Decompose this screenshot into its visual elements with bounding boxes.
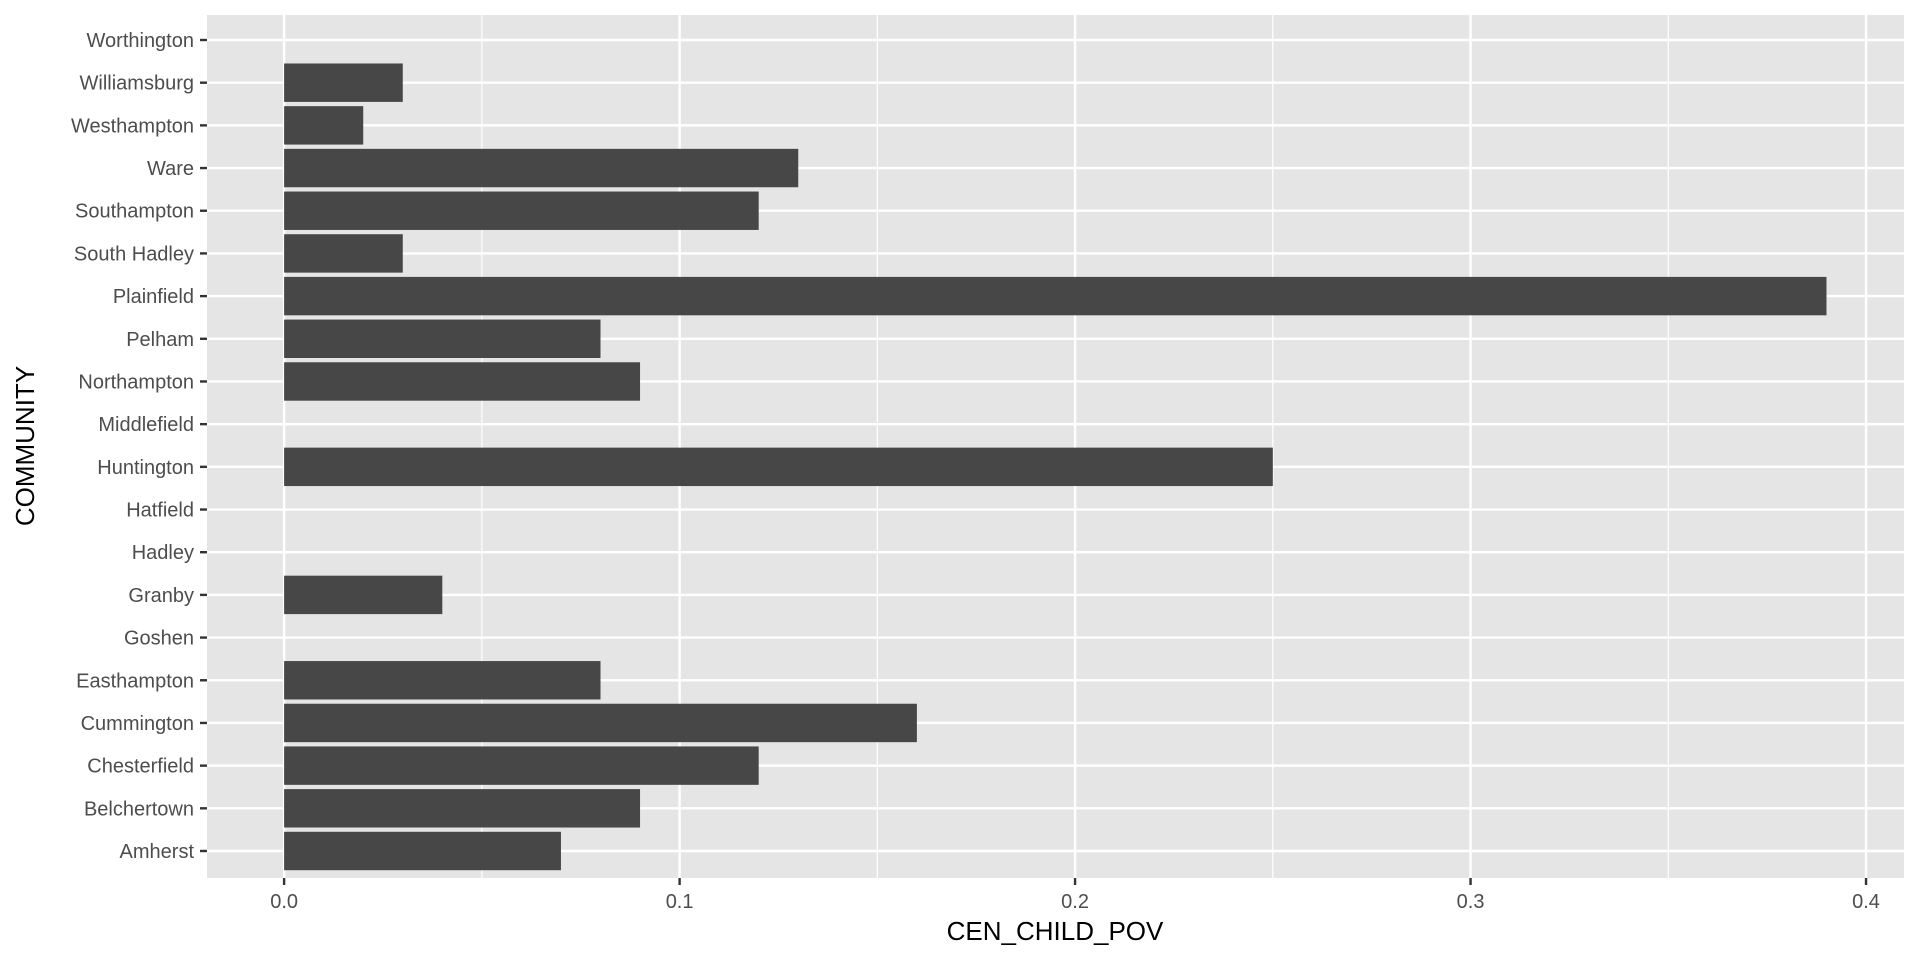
y-tick-label: Granby	[128, 585, 194, 607]
bar	[284, 831, 561, 871]
y-tick-label: Goshen	[124, 628, 194, 650]
y-tick-label: Southampton	[75, 201, 194, 223]
y-tick-label: Northampton	[78, 371, 194, 393]
x-axis-title: CEN_CHILD_POV	[947, 916, 1164, 946]
bar	[284, 276, 1827, 316]
y-axis-title: COMMUNITY	[10, 366, 40, 526]
bar	[284, 661, 601, 700]
bar	[284, 362, 641, 401]
bar	[284, 234, 403, 273]
y-tick-label: Huntington	[97, 457, 194, 479]
bar	[284, 319, 601, 358]
y-tick-label: Cummington	[81, 713, 194, 735]
x-tick-label: 0.3	[1457, 891, 1485, 913]
y-tick-label: Ware	[147, 158, 194, 180]
y-tick-label: Westhampton	[71, 115, 194, 137]
x-tick-label: 0.0	[270, 891, 298, 913]
y-tick-label: South Hadley	[74, 243, 194, 265]
y-tick-label: Middlefield	[98, 414, 194, 436]
y-tick-label: Hatfield	[126, 500, 194, 522]
bar	[284, 447, 1273, 487]
y-tick-label: Belchertown	[84, 798, 194, 820]
y-tick-label: Worthington	[87, 30, 194, 52]
bar	[284, 63, 403, 102]
bar	[284, 106, 364, 145]
bar	[284, 148, 799, 188]
y-tick-label: Amherst	[120, 841, 195, 863]
bar	[284, 575, 443, 615]
bar	[284, 789, 641, 828]
x-tick-label: 0.2	[1061, 891, 1089, 913]
y-tick-label: Easthampton	[76, 670, 194, 692]
bar	[284, 746, 759, 785]
y-tick-label: Plainfield	[113, 286, 194, 308]
y-tick-label: Hadley	[132, 542, 194, 564]
y-tick-label: Pelham	[126, 329, 194, 351]
x-tick-label: 0.4	[1852, 891, 1880, 913]
y-tick-label: Williamsburg	[80, 73, 194, 95]
bar	[284, 703, 917, 743]
bar	[284, 191, 759, 230]
x-tick-label: 0.1	[666, 891, 694, 913]
y-tick-label: Chesterfield	[87, 756, 194, 778]
